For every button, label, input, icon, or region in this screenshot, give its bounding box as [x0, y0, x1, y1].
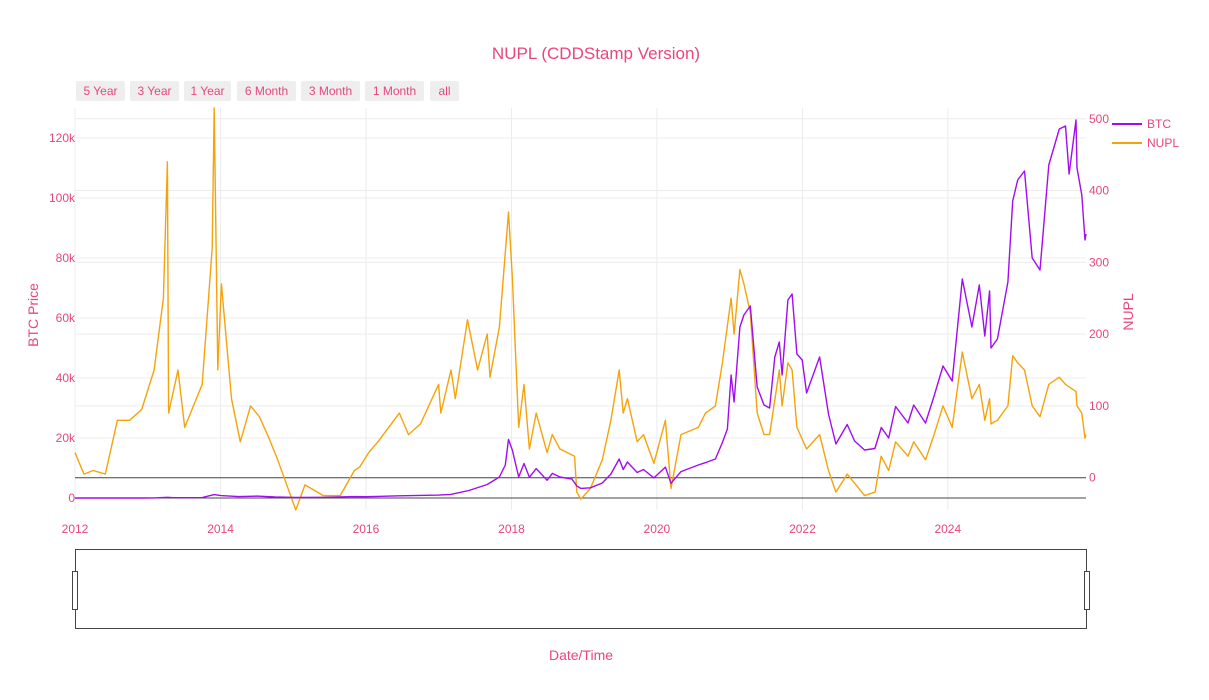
y2-tick-labels: 0 100 200 300 400 500	[1089, 112, 1109, 485]
range-slider-frame[interactable]	[75, 549, 1087, 629]
range-button-bg[interactable]	[130, 81, 179, 101]
range-button-bg[interactable]	[301, 81, 360, 101]
range-button-label: 5 Year	[83, 84, 117, 98]
y2-tick-label: 500	[1089, 112, 1109, 126]
x-tick-labels: 2012 2014 2016 2018 2020 2022 2024	[62, 522, 962, 536]
legend-item-nupl[interactable]: NUPL	[1112, 136, 1179, 150]
legend: BTC NUPL	[1112, 117, 1179, 150]
y-axis-title: BTC Price	[25, 283, 41, 347]
range-button-6-month[interactable]: 6 Month	[237, 81, 296, 101]
y2-tick-label: 400	[1089, 184, 1109, 198]
range-button-1-year[interactable]: 1 Year	[184, 81, 231, 101]
y-tick-label: 40k	[56, 371, 76, 385]
y-tick-label: 80k	[56, 251, 76, 265]
y2-tick-label: 0	[1089, 471, 1096, 485]
x-tick-label: 2012	[62, 522, 89, 536]
x-tick-label: 2018	[498, 522, 525, 536]
range-button-bg[interactable]	[76, 81, 125, 101]
range-button-5-year[interactable]: 5 Year	[76, 81, 125, 101]
x-axis-title: Date/Time	[549, 647, 613, 663]
range-button-label: 3 Year	[137, 84, 171, 98]
x-tick-label: 2020	[644, 522, 671, 536]
y-tick-labels: 0 20k 40k 60k 80k 100k 120k	[49, 131, 76, 505]
x-tick-label: 2022	[789, 522, 816, 536]
range-button-label: 1 Year	[190, 84, 224, 98]
legend-item-btc[interactable]: BTC	[1112, 117, 1171, 131]
y2-axis-title: NUPL	[1120, 293, 1136, 331]
series-layer	[74, 107, 1087, 511]
range-button-bg[interactable]	[365, 81, 424, 101]
series-line-nupl	[74, 107, 1087, 511]
range-button-3-year[interactable]: 3 Year	[130, 81, 179, 101]
range-slider[interactable]	[72, 549, 1090, 629]
range-slider-right-handle[interactable]	[1084, 571, 1090, 610]
chart-title: NUPL (CDDStamp Version)	[492, 44, 700, 63]
range-button-bg[interactable]	[184, 81, 231, 101]
y2-tick-label: 200	[1089, 327, 1109, 341]
range-button-3-month[interactable]: 3 Month	[301, 81, 360, 101]
x-tick-label: 2016	[353, 522, 380, 536]
range-slider-left-handle[interactable]	[72, 571, 78, 610]
y-tick-label: 60k	[56, 311, 76, 325]
y2-tick-label: 100	[1089, 399, 1109, 413]
range-button-label: 6 Month	[245, 84, 288, 98]
series-line-btc	[75, 119, 1087, 499]
y-tick-label: 100k	[49, 191, 76, 205]
y-tick-label: 20k	[56, 431, 76, 445]
range-button-all[interactable]: all	[430, 81, 459, 101]
range-button-label: all	[438, 84, 450, 98]
legend-btc-label: BTC	[1147, 117, 1171, 131]
legend-nupl-label: NUPL	[1147, 136, 1179, 150]
x-tick-label: 2024	[934, 522, 961, 536]
range-button-label: 1 Month	[373, 84, 416, 98]
range-button-label: 3 Month	[309, 84, 352, 98]
grid-layer	[74, 108, 1086, 510]
x-tick-label: 2014	[207, 522, 234, 536]
y-tick-label: 120k	[49, 131, 76, 145]
range-button-bg[interactable]	[430, 81, 459, 101]
range-button-1-month[interactable]: 1 Month	[365, 81, 424, 101]
range-button-bg[interactable]	[237, 81, 296, 101]
range-selector: 5 Year 3 Year 1 Year 6 Month 3 Month 1 Month a…	[76, 81, 459, 101]
y2-tick-label: 300	[1089, 255, 1109, 269]
y-tick-label: 0	[68, 491, 75, 505]
